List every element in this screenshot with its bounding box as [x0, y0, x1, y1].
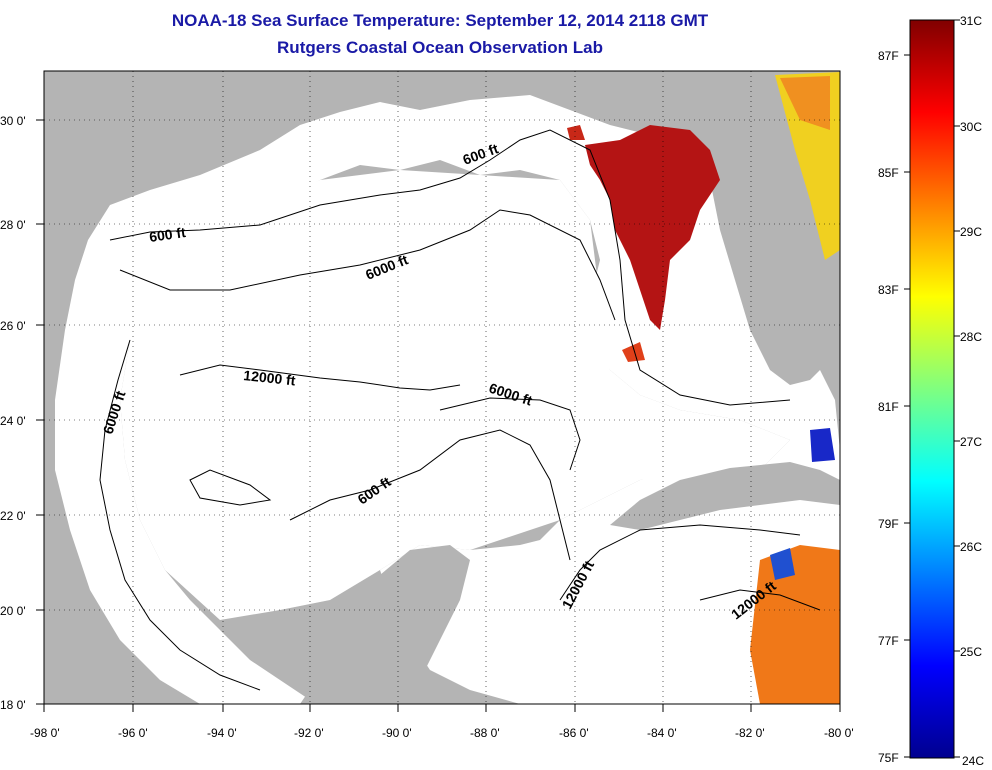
- colorbar-ticks: [904, 19, 960, 758]
- lat-tick-label: 18 0': [0, 698, 26, 712]
- tick-marks: [36, 119, 841, 712]
- colorbar-fahrenheit-label: 85F: [878, 166, 899, 180]
- lat-tick-label: 26 0': [0, 319, 26, 333]
- lon-tick-label: -94 0': [207, 726, 237, 740]
- gulf-open-water: [120, 170, 790, 620]
- yucatan-peninsula: [300, 545, 470, 704]
- colorbar-fahrenheit-label: 79F: [878, 517, 899, 531]
- colorbar-celsius-label: 27C: [960, 435, 982, 449]
- contour-12000ft: [179, 364, 461, 391]
- cuba: [610, 462, 840, 530]
- lat-tick-label: 30 0': [0, 114, 26, 128]
- map-area: 600 ft 600 ft 6000 ft 12000 ft 6000 ft 6…: [44, 71, 840, 704]
- contour-600ft-south: [289, 429, 571, 561]
- colorbar-celsius-label: 29C: [960, 225, 982, 239]
- contour-12000ft-carib: [699, 589, 821, 611]
- lon-tick-label: -80 0': [824, 726, 854, 740]
- map-frame: [43, 70, 841, 705]
- contour-6000ft: [119, 209, 616, 321]
- sst-caribbean-blue: [770, 548, 795, 580]
- colorbar-celsius-label: 24C: [962, 754, 984, 768]
- lat-tick-label: 22 0': [0, 509, 26, 523]
- sst-florida-east-orange: [780, 76, 830, 130]
- contour-abyssal-loop: [189, 469, 272, 506]
- contour-12000ft-east: [559, 524, 801, 601]
- graticule: [44, 71, 840, 704]
- sst-warm-patch-west: [567, 125, 585, 140]
- lon-tick-label: -84 0': [647, 726, 677, 740]
- colorbar-fahrenheit-label: 75F: [878, 751, 899, 765]
- contour-6000ft-west: [99, 339, 261, 691]
- map-subtitle: Rutgers Coastal Ocean Observation Lab: [277, 38, 603, 57]
- sst-warm-patch-bigbend: [585, 125, 720, 330]
- colorbar-fahrenheit-label: 81F: [878, 400, 899, 414]
- colorbar-fahrenheit-label: 87F: [878, 49, 899, 63]
- map-title: NOAA-18 Sea Surface Temperature: Septemb…: [171, 11, 709, 30]
- colorbar-fahrenheit-label: 77F: [878, 634, 899, 648]
- colorbar-celsius-label: 31C: [960, 14, 982, 28]
- sst-caribbean: [750, 545, 840, 704]
- lon-tick-label: -88 0': [470, 726, 500, 740]
- contour-label: 12000 ft: [243, 367, 297, 388]
- lon-tick-label: -98 0': [30, 726, 60, 740]
- colorbar-fahrenheit-label: 83F: [878, 283, 899, 297]
- contour-6000ft-east: [439, 397, 581, 471]
- colorbar-celsius-label: 25C: [960, 645, 982, 659]
- lat-tick-label: 24 0': [0, 414, 26, 428]
- lon-tick-label: -92 0': [294, 726, 324, 740]
- colorbar-celsius-label: 30C: [960, 120, 982, 134]
- lon-tick-label: -82 0': [735, 726, 765, 740]
- lon-tick-label: -90 0': [382, 726, 412, 740]
- sst-warm-patch-south: [622, 342, 645, 362]
- lat-tick-label: 20 0': [0, 604, 26, 618]
- sst-keys-blue: [810, 428, 835, 462]
- colorbar-celsius-label: 28C: [960, 330, 982, 344]
- bathymetry-contours: [99, 129, 821, 691]
- lon-tick-label: -96 0': [118, 726, 148, 740]
- colorbar-celsius-label: 26C: [960, 540, 982, 554]
- contour-label: 600 ft: [148, 224, 187, 245]
- colorbar: [909, 19, 955, 759]
- lat-tick-label: 28 0': [0, 218, 26, 232]
- lon-tick-label: -86 0': [559, 726, 589, 740]
- contour-600ft: [109, 129, 791, 406]
